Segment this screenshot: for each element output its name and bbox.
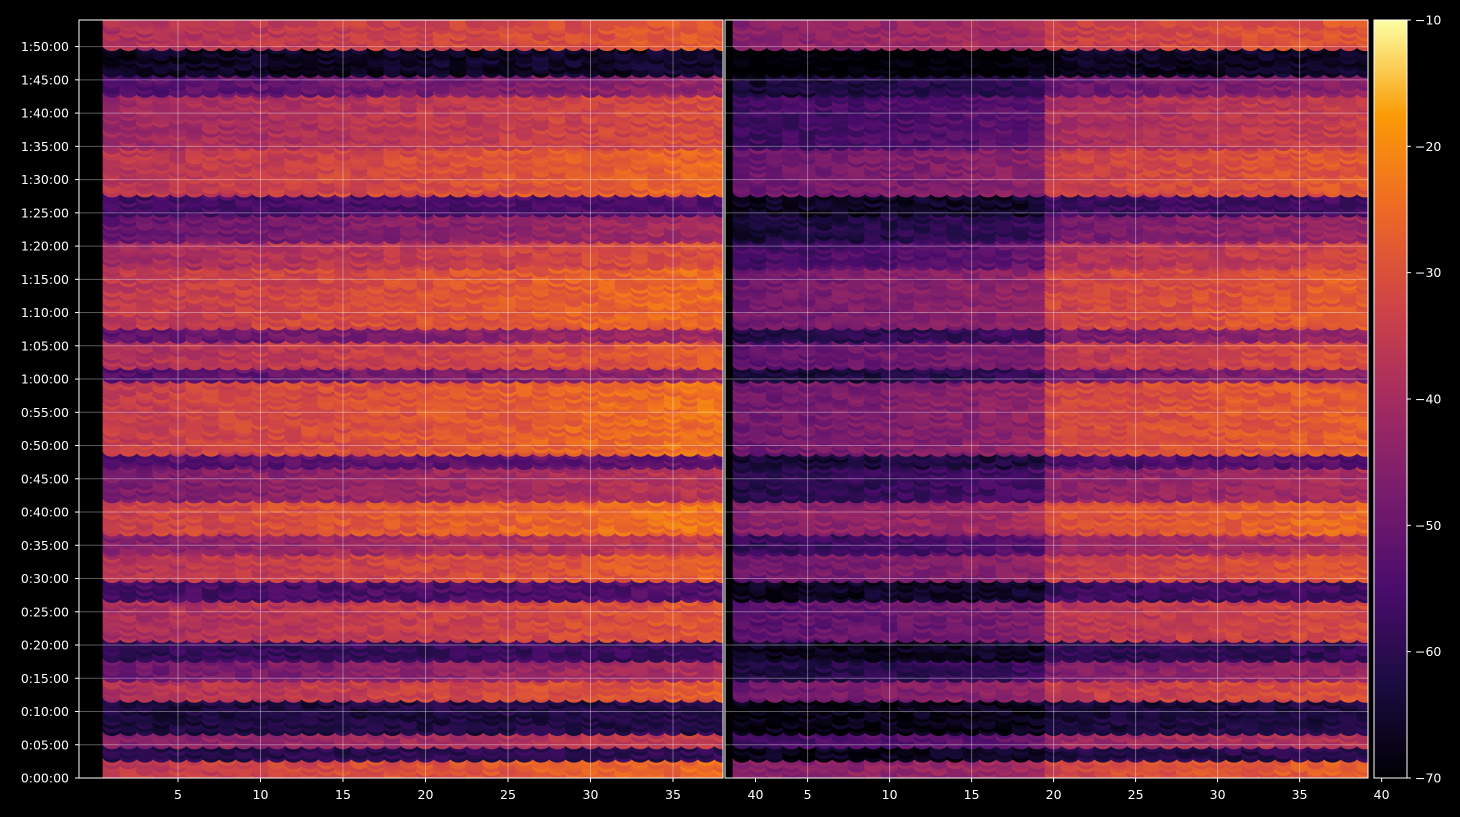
heatmap-panel-left: 5 10 15 20 25 30 35 40 (78, 19, 763, 802)
panel-left-cells (102, 20, 723, 778)
